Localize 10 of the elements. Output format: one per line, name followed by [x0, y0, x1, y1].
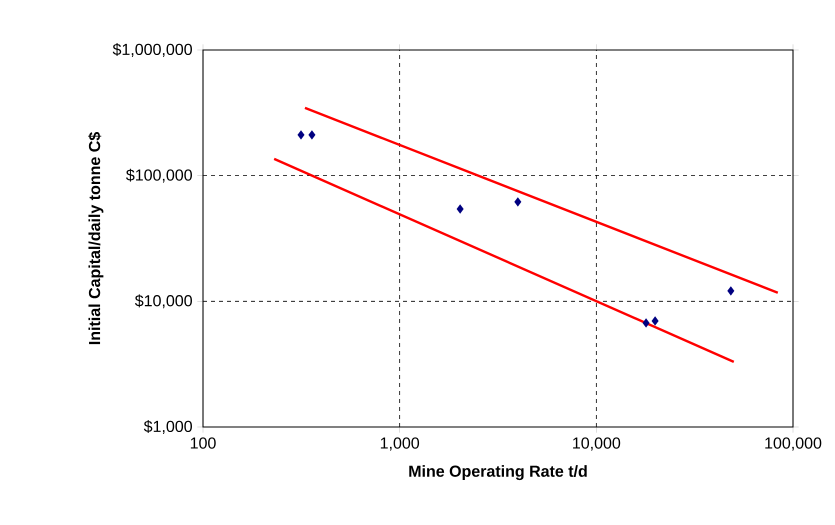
x-tick-label: 100	[190, 437, 216, 449]
y-tick-label: $1,000	[144, 420, 192, 434]
x-tick-label: 100,000	[765, 437, 822, 451]
x-tick-label: 10,000	[573, 437, 620, 451]
y-tick-label: $10,000	[134, 294, 192, 308]
x-tick-label: 1,000	[380, 437, 420, 451]
y-axis-title: Initial Capital/daily tonne C$	[88, 132, 104, 344]
y-tick-label: $100,000	[126, 168, 192, 183]
y-tick-label: $1,000,000	[112, 43, 192, 57]
x-axis-title: Mine Operating Rate t/d	[409, 465, 587, 480]
